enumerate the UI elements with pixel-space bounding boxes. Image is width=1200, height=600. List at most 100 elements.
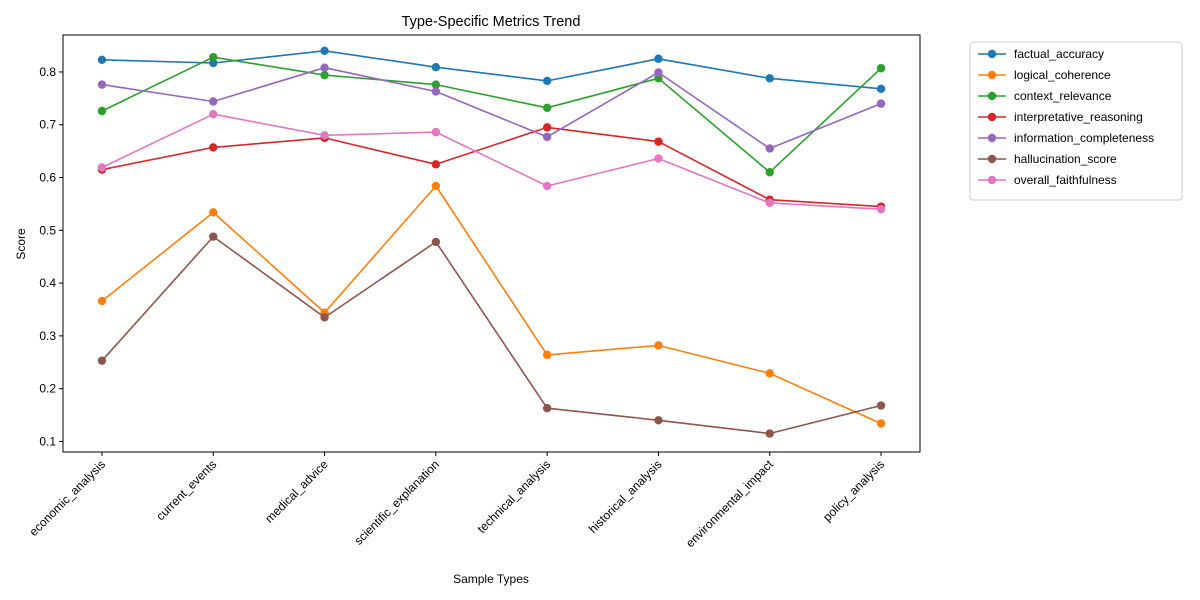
series-line <box>101 185 882 425</box>
data-point <box>97 80 107 89</box>
legend-label: overall_faithfulness <box>1014 173 1117 187</box>
x-tick-label: current_events <box>153 457 219 523</box>
legend-item: logical_coherence <box>978 68 1111 82</box>
data-point <box>431 62 441 72</box>
series-line <box>101 126 882 208</box>
data-point <box>765 74 774 83</box>
data-point <box>654 416 663 425</box>
series-line <box>101 235 882 435</box>
y-axis-title: Score <box>14 228 28 260</box>
chart-title: Type-Specific Metrics Trend <box>402 14 581 30</box>
data-point <box>654 154 663 163</box>
y-tick-label: 0.1 <box>39 434 56 448</box>
data-point <box>431 160 441 169</box>
data-point <box>97 296 107 306</box>
data-point <box>542 181 552 191</box>
y-tick-label: 0.5 <box>39 223 56 237</box>
legend-swatch-marker <box>987 112 997 122</box>
series-factual_accuracy <box>97 46 886 94</box>
legend-label: context_relevance <box>1014 89 1112 103</box>
data-point <box>876 84 886 94</box>
legend-item: interpretative_reasoning <box>978 110 1143 124</box>
data-point <box>320 70 329 80</box>
x-tick-label: technical_analysis <box>475 457 554 536</box>
data-point <box>209 208 218 217</box>
legend-item: overall_faithfulness <box>978 173 1117 187</box>
data-point <box>431 87 441 96</box>
data-point <box>654 341 663 350</box>
legend-swatch-marker <box>987 70 997 80</box>
x-tick-label: scientific_explanation <box>351 457 442 548</box>
data-point <box>876 419 886 428</box>
data-point <box>765 198 774 208</box>
series-line <box>101 56 882 173</box>
y-tick-label: 0.2 <box>39 382 56 396</box>
data-point <box>765 144 774 153</box>
data-point <box>654 54 663 63</box>
data-point <box>542 350 552 360</box>
data-point <box>876 99 886 108</box>
x-tick-label: historical_analysis <box>586 457 665 536</box>
data-point <box>765 369 774 378</box>
series-information_completeness <box>97 63 886 153</box>
data-point <box>542 103 552 113</box>
legend: factual_accuracy logical_coherencecontext… <box>969 41 1183 201</box>
data-point <box>97 55 107 65</box>
data-point <box>209 232 218 241</box>
data-point <box>542 132 552 142</box>
legend-swatch-marker <box>987 154 997 164</box>
data-point <box>542 123 552 132</box>
legend-label: information_completeness <box>1014 131 1154 145</box>
data-point <box>765 168 774 177</box>
data-point <box>431 237 441 247</box>
legend-swatch-marker <box>987 133 997 143</box>
data-point <box>876 401 886 410</box>
y-tick-label: 0.3 <box>39 329 56 343</box>
data-point <box>542 76 552 86</box>
x-tick-label: policy_analysis <box>820 457 887 524</box>
legend-swatch-marker <box>987 91 997 101</box>
data-point <box>876 64 886 73</box>
legend-label: interpretative_reasoning <box>1014 110 1143 124</box>
series-overall_faithfulness <box>97 109 886 214</box>
series-line <box>101 49 882 90</box>
series-hallucination_score <box>97 232 886 438</box>
legend-swatch-marker <box>987 175 997 185</box>
legend-item: information_completeness <box>978 131 1154 145</box>
series-group <box>97 46 886 438</box>
data-point <box>431 127 441 137</box>
data-point <box>320 63 329 72</box>
data-point <box>654 137 663 146</box>
data-point <box>654 74 663 83</box>
data-point <box>431 181 441 191</box>
data-point <box>209 58 218 68</box>
data-point <box>320 313 329 322</box>
axes: 0.1 0.2 0.3 0.4 0.5 0.6 0.7 0.8 economic_analysi… <box>26 34 921 550</box>
legend-item: hallucination_score <box>978 152 1117 166</box>
legend-label: factual_accuracy <box>1014 47 1104 61</box>
data-point <box>542 403 552 413</box>
series-context_relevance <box>97 52 886 177</box>
legend-swatch-marker <box>987 49 997 59</box>
data-point <box>209 143 218 152</box>
series-interpretative_reasoning <box>97 123 886 211</box>
x-axis-title: Sample Types <box>453 572 529 586</box>
x-tick-label: economic_analysis <box>26 457 108 539</box>
plot-frame <box>62 34 921 453</box>
data-point <box>209 109 218 119</box>
series-line <box>101 66 882 150</box>
data-point <box>97 163 107 172</box>
data-point <box>765 429 774 438</box>
series-logical_coherence <box>97 181 886 428</box>
y-tick-label: 0.6 <box>39 171 56 185</box>
data-point <box>97 356 107 365</box>
data-point <box>431 80 441 89</box>
y-tick-label: 0.8 <box>39 65 56 79</box>
data-point <box>209 52 218 62</box>
data-point <box>320 131 329 140</box>
data-point <box>320 46 329 56</box>
series-line <box>101 113 882 210</box>
data-point <box>654 68 663 77</box>
